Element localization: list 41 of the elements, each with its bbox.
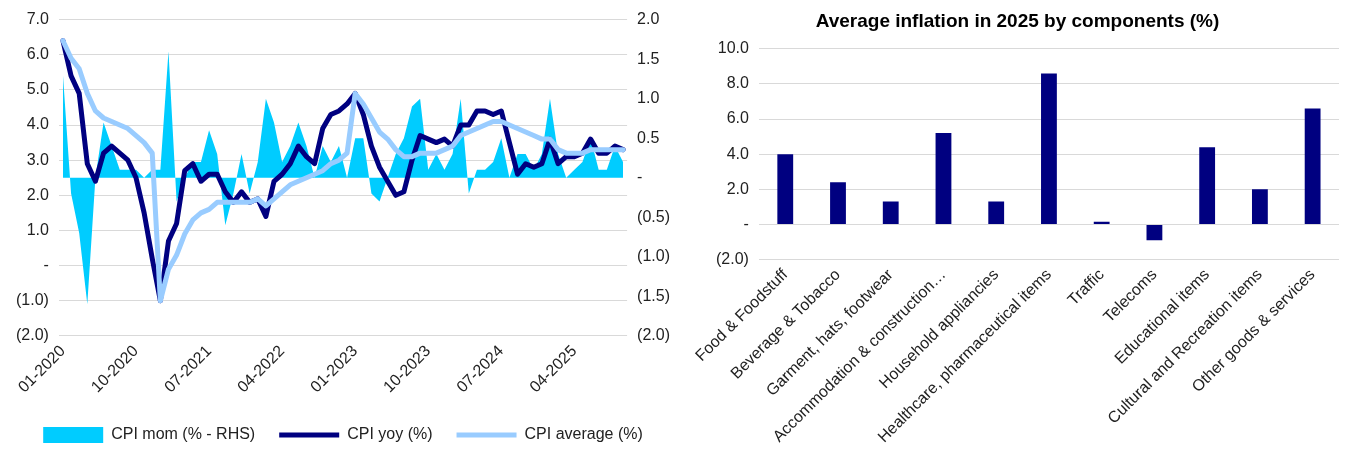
y2-tick-label: 0.5 [637,128,660,146]
chart-title: Average inflation in 2025 by components (%) [815,9,1220,31]
legend-label: CPI average (%) [524,425,643,443]
y-tick-label: 10.0 [717,39,749,57]
y-tick-label: - [743,214,749,232]
y-tick-label: (2.0) [15,326,49,344]
y-tick-label: 7.0 [26,10,49,28]
y-tick-label: 4.0 [26,115,49,133]
y-tick-label: 4.0 [726,144,749,162]
bar [882,201,899,224]
y-tick-label: 1.0 [26,220,49,238]
y2-tick-label: 1.0 [637,89,660,107]
bar [1251,189,1268,224]
y2-tick-label: 2.0 [637,10,660,28]
bar [1041,73,1057,224]
bar [1093,221,1110,224]
y2-tick-label: (1.5) [637,286,671,304]
y-tick-label: - [43,256,49,274]
legend-label: CPI mom (% - RHS) [111,425,256,443]
legend-label: CPI yoy (%) [347,425,433,443]
y2-tick-label: 1.5 [637,49,660,67]
bar [1304,108,1321,224]
y-tick-label: (2.0) [715,249,749,267]
y-tick-label: 2.0 [26,185,49,203]
y-tick-label: 5.0 [26,80,49,98]
y-tick-label: 3.0 [26,150,49,168]
y-tick-label: 6.0 [26,45,49,63]
bar [830,182,846,224]
y-tick-label: (1.0) [15,291,49,309]
y2-tick-label: (0.5) [637,207,671,225]
y2-tick-label: (2.0) [637,326,671,344]
y-tick-label: 8.0 [726,74,749,92]
bar [988,201,1005,224]
y2-tick-label: (1.0) [637,247,671,265]
y-tick-label: 2.0 [726,179,749,197]
bar [1199,147,1216,224]
bar [1146,224,1163,241]
y-tick-label: 6.0 [726,109,749,127]
bar [935,133,952,224]
bar [777,154,794,224]
y2-tick-label: - [637,168,643,186]
